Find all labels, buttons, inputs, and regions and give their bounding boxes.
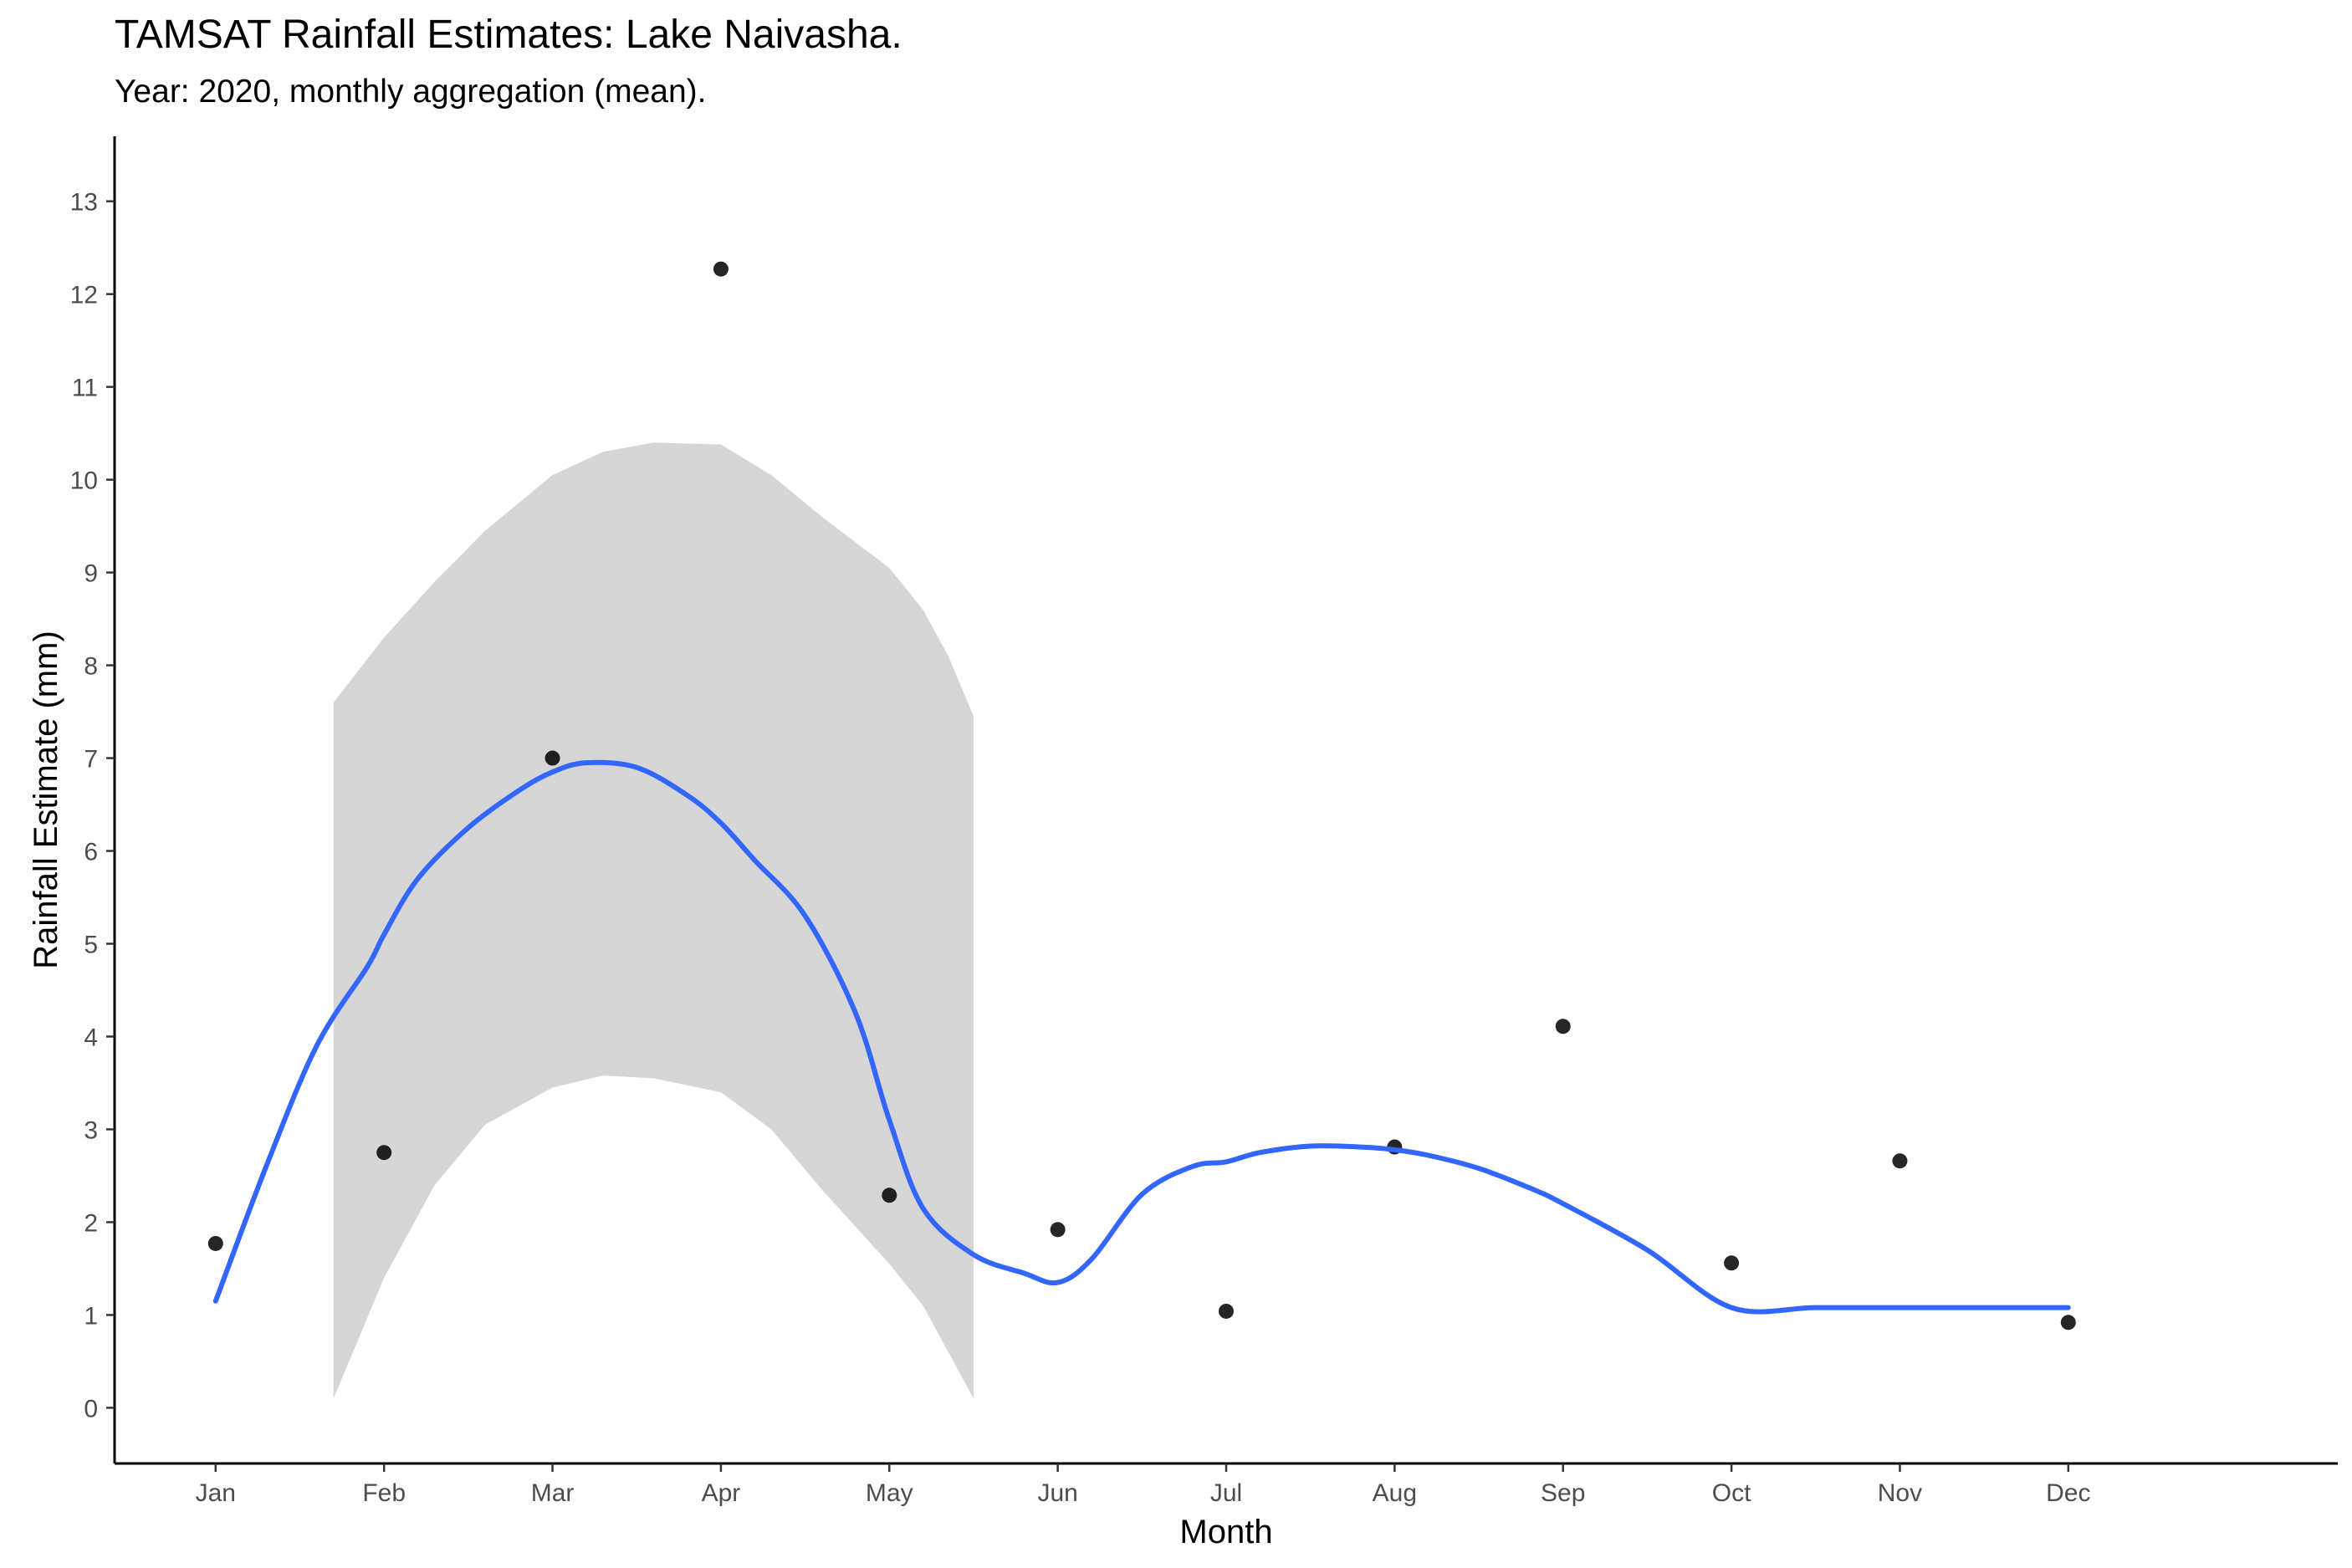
data-point-may bbox=[882, 1187, 897, 1203]
x-tick-label-apr: Apr bbox=[702, 1479, 741, 1507]
data-point-jan bbox=[207, 1235, 223, 1251]
x-tick-label-sep: Sep bbox=[1541, 1479, 1585, 1507]
data-point-apr bbox=[713, 261, 729, 277]
y-tick-label: 8 bbox=[84, 653, 98, 681]
y-tick-label: 13 bbox=[70, 189, 98, 217]
x-axis-title: Month bbox=[1179, 1514, 1272, 1550]
data-point-jul bbox=[1219, 1303, 1234, 1319]
y-axis-title: Rainfall Estimate (mm) bbox=[28, 631, 64, 969]
data-point-mar bbox=[545, 750, 560, 766]
x-axis-ticks: Jan Feb Mar Apr May Jun Jul Aug Sep Oct Nov Dec bbox=[196, 1463, 2090, 1507]
y-tick-label: 6 bbox=[84, 839, 98, 866]
data-point-feb bbox=[376, 1145, 392, 1161]
x-tick-label-mar: Mar bbox=[531, 1479, 575, 1507]
y-tick-label: 5 bbox=[84, 932, 98, 959]
y-tick-label: 3 bbox=[84, 1116, 98, 1144]
x-tick-label-feb: Feb bbox=[362, 1479, 406, 1507]
x-tick-label-jun: Jun bbox=[1037, 1479, 1077, 1507]
y-tick-label: 2 bbox=[84, 1209, 98, 1237]
y-tick-label: 0 bbox=[84, 1395, 98, 1422]
x-tick-label-jul: Jul bbox=[1210, 1479, 1242, 1507]
y-tick-label: 11 bbox=[72, 375, 98, 402]
chart-subtitle: Year: 2020, monthly aggregation (mean). bbox=[115, 74, 707, 110]
points-layer bbox=[207, 261, 2076, 1331]
y-tick-label: 12 bbox=[70, 282, 98, 309]
x-tick-label-may: May bbox=[866, 1479, 913, 1507]
y-tick-label: 9 bbox=[84, 560, 98, 588]
data-point-oct bbox=[1724, 1255, 1740, 1271]
smooth-line bbox=[212, 759, 2071, 1315]
x-tick-label-aug: Aug bbox=[1373, 1479, 1417, 1507]
y-tick-label: 7 bbox=[84, 746, 98, 774]
y-tick-label: 4 bbox=[84, 1024, 98, 1051]
data-point-dec bbox=[2060, 1315, 2076, 1331]
x-tick-label-oct: Oct bbox=[1712, 1479, 1751, 1507]
data-point-nov bbox=[1892, 1153, 1908, 1169]
chart-title: TAMSAT Rainfall Estimates: Lake Naivasha… bbox=[115, 13, 902, 57]
confidence-ribbon bbox=[333, 442, 974, 1399]
y-tick-label: 1 bbox=[84, 1302, 98, 1330]
y-tick-label: 10 bbox=[70, 467, 98, 495]
x-tick-label-jan: Jan bbox=[196, 1479, 236, 1507]
x-tick-label-nov: Nov bbox=[1878, 1479, 1922, 1507]
data-point-jun bbox=[1050, 1222, 1066, 1238]
x-tick-label-dec: Dec bbox=[2046, 1479, 2090, 1507]
data-point-sep bbox=[1555, 1019, 1571, 1034]
